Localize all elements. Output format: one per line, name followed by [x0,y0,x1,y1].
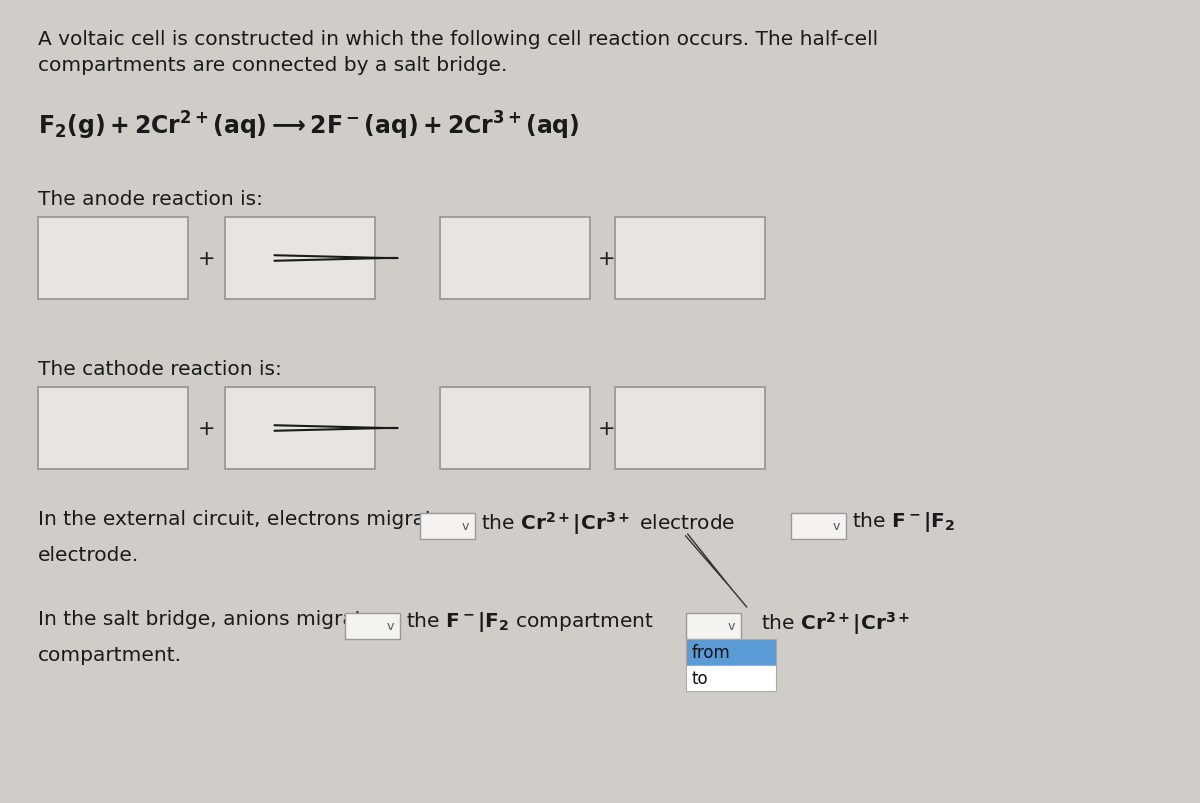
Text: v: v [461,520,469,533]
Bar [686,613,742,639]
Text: +: + [598,418,616,438]
Bar [226,218,374,300]
Bar [420,513,475,540]
Text: +: + [198,249,216,269]
Text: the $\mathbf{F^-|F_2}$ compartment: the $\mathbf{F^-|F_2}$ compartment [406,609,654,634]
Text: v: v [386,620,394,633]
Bar [791,513,846,540]
Text: The anode reaction is:: The anode reaction is: [38,190,263,209]
Bar [440,388,590,470]
Text: $\mathbf{F_2(g) + 2Cr^{2+}(aq) \longrightarrow 2F^-(aq) + 2Cr^{3+}(aq)}$: $\mathbf{F_2(g) + 2Cr^{2+}(aq) \longrigh… [38,110,580,142]
Text: A voltaic cell is constructed in which the following cell reaction occurs. The h: A voltaic cell is constructed in which t… [38,30,878,49]
Text: the $\mathbf{Cr^{2+}|Cr^{3+}}$: the $\mathbf{Cr^{2+}|Cr^{3+}}$ [761,609,910,636]
Bar [38,218,188,300]
Text: In the salt bridge, anions migrate: In the salt bridge, anions migrate [38,609,376,628]
Bar [226,388,374,470]
Bar [686,665,776,691]
Text: v: v [833,520,840,533]
Bar [38,388,188,470]
Text: compartments are connected by a salt bridge.: compartments are connected by a salt bri… [38,56,508,75]
Text: the $\mathbf{Cr^{2+}|Cr^{3+}}$ electrode: the $\mathbf{Cr^{2+}|Cr^{3+}}$ electrode [481,509,736,536]
Text: v: v [727,620,734,633]
Bar [616,388,766,470]
Text: +: + [598,249,616,269]
Bar [346,613,400,639]
Text: compartment.: compartment. [38,645,182,664]
Bar [616,218,766,300]
Bar [440,218,590,300]
Text: to: to [692,669,709,687]
Text: The cathode reaction is:: The cathode reaction is: [38,360,282,378]
Text: electrode.: electrode. [38,545,139,565]
Text: from: from [692,643,731,661]
Text: +: + [198,418,216,438]
Text: In the external circuit, electrons migrate: In the external circuit, electrons migra… [38,509,445,528]
Text: the $\mathbf{F^-|F_2}$: the $\mathbf{F^-|F_2}$ [852,509,955,533]
Bar [686,639,776,665]
